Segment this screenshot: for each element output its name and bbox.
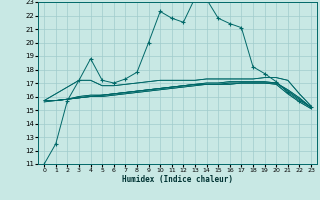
- X-axis label: Humidex (Indice chaleur): Humidex (Indice chaleur): [122, 175, 233, 184]
